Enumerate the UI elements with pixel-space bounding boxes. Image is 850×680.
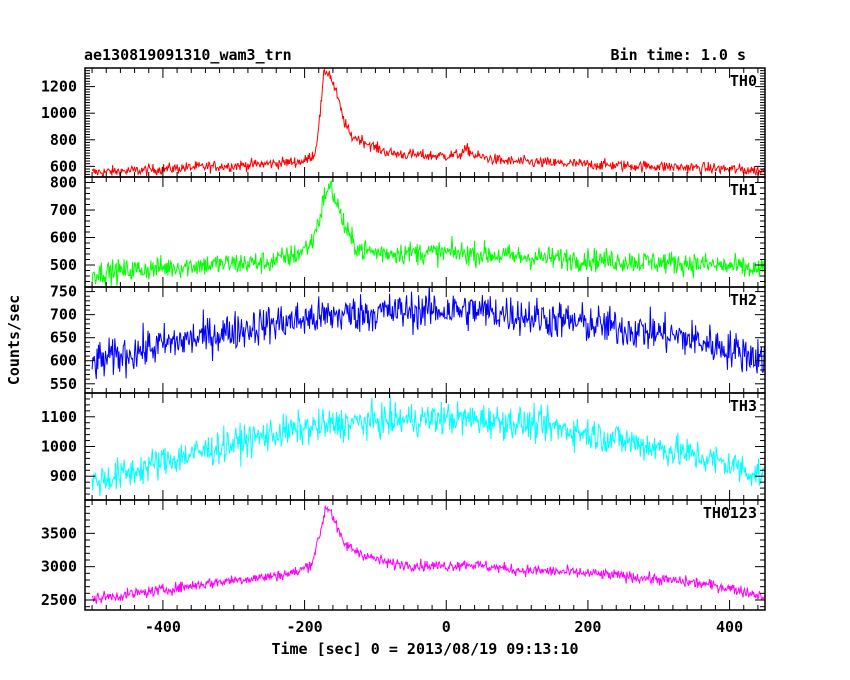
series-line-th0 <box>91 68 765 177</box>
y-tick-label: 800 <box>50 131 77 149</box>
panel-frame-th0 <box>84 67 766 178</box>
y-tick-label: 650 <box>50 329 77 347</box>
series-line-th2 <box>91 287 765 380</box>
y-tick-label: 1100 <box>41 408 77 426</box>
panel-frame-th0123 <box>84 499 766 611</box>
series-line-th0123 <box>91 505 765 604</box>
y-tick-label: 550 <box>50 375 77 393</box>
x-tick-label: -400 <box>145 618 181 636</box>
y-tick-label: 3000 <box>41 558 77 576</box>
y-tick-label: 600 <box>50 352 77 370</box>
x-tick-label: 200 <box>574 618 601 636</box>
series-line-th1 <box>91 180 765 287</box>
y-tick-label: 900 <box>50 467 77 485</box>
x-tick-label: -200 <box>287 618 323 636</box>
y-tick-label: 3500 <box>41 524 77 542</box>
series-line-th3 <box>91 395 765 497</box>
y-tick-label: 700 <box>50 201 77 219</box>
y-tick-label: 800 <box>50 174 77 192</box>
panel-frame-th2 <box>84 286 766 394</box>
y-tick-label: 1000 <box>41 104 77 122</box>
y-tick-label: 600 <box>50 157 77 175</box>
x-axis-label: Time [sec] 0 = 2013/08/19 09:13:10 <box>271 640 579 658</box>
panel-label-th1: TH1 <box>730 181 757 199</box>
panel-label-th0: TH0 <box>730 72 757 90</box>
panel-label-th3: TH3 <box>730 397 757 415</box>
chart-title: ae130819091310_wam3_trn <box>84 46 292 64</box>
bin-time-label: Bin time: 1.0 s <box>610 46 746 64</box>
y-tick-label: 750 <box>50 283 77 301</box>
x-tick-label: 0 <box>442 618 451 636</box>
y-tick-label: 600 <box>50 229 77 247</box>
y-tick-label: 500 <box>50 256 77 274</box>
y-tick-label: 2500 <box>41 591 77 609</box>
x-tick-label: 400 <box>716 618 743 636</box>
panel-label-th2: TH2 <box>730 291 757 309</box>
y-tick-label: 1000 <box>41 438 77 456</box>
y-tick-label: 700 <box>50 306 77 324</box>
panel-label-th0123: TH0123 <box>703 504 757 522</box>
y-tick-label: 1200 <box>41 78 77 96</box>
